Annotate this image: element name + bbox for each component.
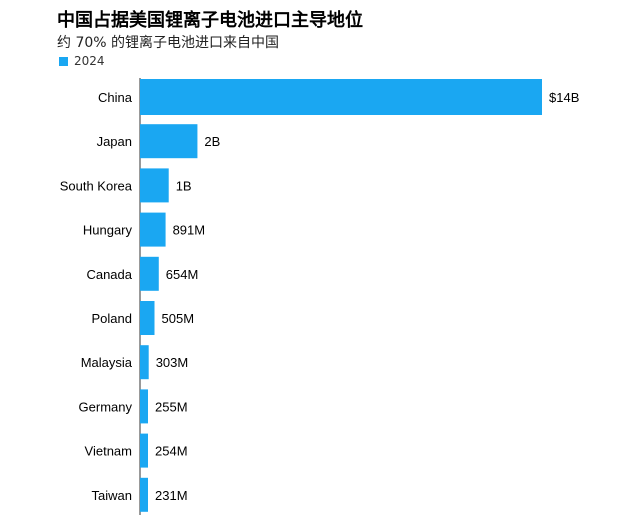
category-label: China [98,90,133,105]
category-label: Hungary [83,223,133,238]
category-label: Vietnam [85,444,132,459]
bar [140,212,166,247]
category-label: Japan [97,134,132,149]
value-label: $14B [549,90,579,105]
bar [140,477,148,512]
value-label: 231M [155,488,188,503]
value-label: 505M [162,311,195,326]
bar [140,79,542,115]
bar [140,124,198,159]
category-label: South Korea [60,178,133,193]
category-label: Canada [86,267,132,282]
legend: 2024 [59,53,105,69]
value-label: 303M [156,355,189,370]
chart-title: 中国占据美国锂离子电池进口主导地位 [57,10,363,31]
bar [140,345,149,380]
value-label: 2B [204,134,220,149]
category-label: Germany [79,399,133,414]
chart-subtitle: 约 70% 的锂离子电池进口来自中国 [57,35,280,51]
value-label: 254M [155,444,188,459]
bars-layer [140,79,542,512]
legend-label: 2024 [74,54,105,68]
value-label: 891M [173,223,206,238]
bar [140,168,169,203]
bar [140,301,155,335]
value-label: 255M [155,399,188,414]
bar [140,389,148,424]
value-label: 1B [176,178,192,193]
legend-swatch [59,56,68,66]
category-label: Taiwan [92,488,132,503]
value-label: 654M [166,267,199,282]
category-label: Poland [92,311,132,326]
category-label: Malaysia [81,355,133,370]
bar [140,433,148,468]
bar [140,256,159,291]
